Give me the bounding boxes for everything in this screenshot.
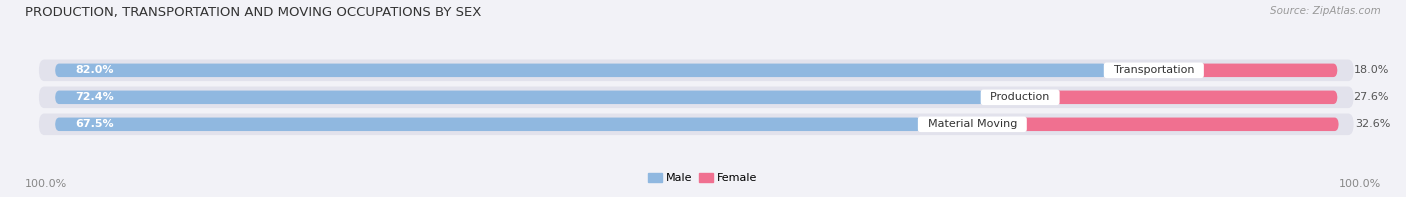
Text: 100.0%: 100.0% [25,179,67,189]
FancyBboxPatch shape [55,64,1107,77]
Text: 82.0%: 82.0% [76,65,114,75]
Text: PRODUCTION, TRANSPORTATION AND MOVING OCCUPATIONS BY SEX: PRODUCTION, TRANSPORTATION AND MOVING OC… [25,6,482,19]
Text: 32.6%: 32.6% [1355,119,1391,129]
Text: 27.6%: 27.6% [1354,92,1389,102]
FancyBboxPatch shape [55,91,983,104]
Text: 67.5%: 67.5% [76,119,114,129]
Text: Transportation: Transportation [1107,65,1201,75]
Text: Production: Production [983,92,1057,102]
FancyBboxPatch shape [921,118,1339,131]
FancyBboxPatch shape [55,118,921,131]
Legend: Male, Female: Male, Female [644,168,762,188]
Text: 18.0%: 18.0% [1354,65,1389,75]
FancyBboxPatch shape [39,113,1354,135]
Text: 72.4%: 72.4% [76,92,114,102]
Text: Material Moving: Material Moving [921,119,1024,129]
Text: Source: ZipAtlas.com: Source: ZipAtlas.com [1270,6,1381,16]
FancyBboxPatch shape [39,59,1354,81]
Text: 100.0%: 100.0% [1339,179,1381,189]
FancyBboxPatch shape [1107,64,1337,77]
FancyBboxPatch shape [983,91,1337,104]
FancyBboxPatch shape [39,86,1354,108]
